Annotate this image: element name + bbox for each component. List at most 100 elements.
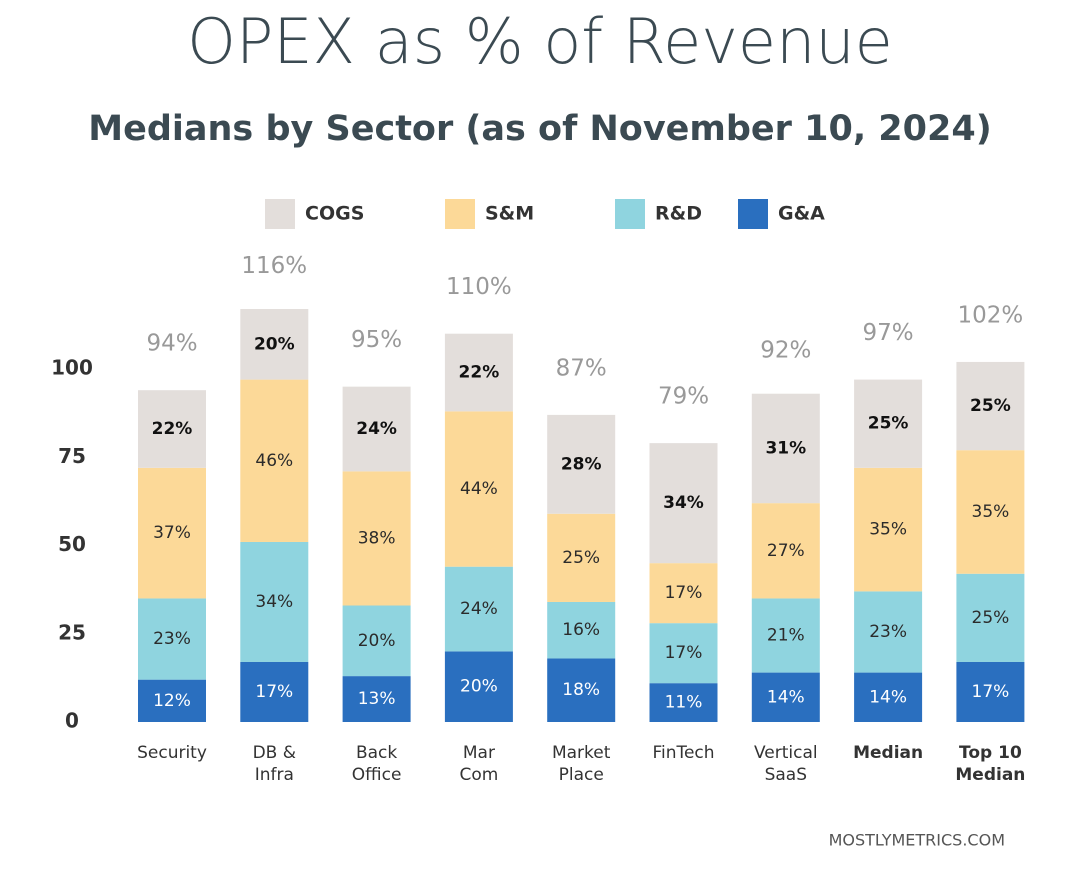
value-label: 11%	[665, 693, 703, 713]
y-tick-label: 50	[58, 532, 86, 556]
value-label: 17%	[255, 682, 293, 702]
total-label: 87%	[556, 355, 607, 381]
value-label: 18%	[562, 680, 600, 700]
bar-segment	[138, 598, 206, 680]
chart-title: OPEX as % of Revenue	[187, 5, 893, 78]
bar-segment	[956, 661, 1025, 722]
bar-segment	[547, 513, 616, 602]
y-tick-label: 100	[51, 356, 93, 380]
bar-segment	[649, 443, 718, 564]
chart-subtitle: Medians by Sector (as of November 10, 20…	[88, 109, 991, 149]
bar-segment	[342, 386, 411, 472]
value-label: 14%	[767, 687, 805, 707]
value-label: 17%	[972, 682, 1010, 702]
y-tick-label: 25	[58, 620, 86, 644]
value-label: 23%	[869, 622, 907, 642]
bar-segment	[240, 661, 309, 722]
bar-segment	[138, 679, 206, 722]
total-label: 79%	[658, 384, 709, 410]
x-tick-label: FinTech	[652, 743, 714, 763]
bar-segment	[444, 411, 513, 567]
bar-segment	[854, 672, 923, 722]
bar-segment	[751, 672, 820, 722]
bar-segment	[240, 541, 309, 662]
value-label: 17%	[665, 643, 703, 663]
bar-segment	[342, 471, 411, 606]
value-label: 24%	[356, 419, 397, 439]
x-tick-label: Mar	[463, 743, 495, 763]
legend-swatch	[445, 199, 475, 229]
bar-segment	[956, 450, 1025, 574]
total-label: 94%	[146, 331, 197, 357]
x-tick-label: Place	[559, 765, 604, 785]
value-label: 24%	[460, 599, 498, 619]
bar-segment	[444, 651, 513, 722]
value-label: 22%	[152, 419, 193, 439]
value-label: 44%	[460, 479, 498, 499]
value-label: 38%	[358, 528, 396, 548]
value-label: 37%	[153, 523, 191, 543]
bar-segment	[444, 333, 513, 412]
x-tick-label: SaaS	[765, 765, 807, 785]
value-label: 25%	[562, 548, 600, 568]
y-tick-label: 0	[65, 709, 79, 733]
bar-segment	[649, 623, 718, 684]
bar-segment	[854, 591, 923, 673]
y-tick-label: 75	[58, 444, 86, 468]
legend-swatch	[265, 199, 295, 229]
total-label: 110%	[446, 274, 512, 300]
total-label: 97%	[863, 320, 914, 346]
bar-segment	[854, 379, 923, 468]
value-label: 13%	[358, 689, 396, 709]
x-tick-label: Top 10	[959, 743, 1022, 763]
total-label: 116%	[241, 253, 307, 279]
bar-segment	[240, 308, 309, 380]
total-label: 102%	[958, 302, 1024, 328]
value-label: 34%	[663, 493, 704, 513]
value-label: 31%	[765, 438, 806, 458]
bar-segment	[342, 676, 411, 722]
bar-segment	[138, 390, 206, 468]
bar-segment	[444, 566, 513, 652]
bar-segment	[649, 563, 718, 624]
value-label: 12%	[153, 691, 191, 711]
source: MOSTLYMETRICS.COM	[829, 831, 1005, 850]
value-label: 20%	[460, 677, 498, 697]
value-label: 22%	[459, 363, 500, 383]
value-label: 20%	[254, 334, 295, 354]
x-tick-label: Vertical	[754, 743, 818, 763]
total-label: 92%	[760, 338, 811, 364]
legend-swatch	[738, 199, 768, 229]
bar-segment	[751, 598, 820, 673]
bar-segment	[751, 393, 820, 504]
x-tick-label: Back	[356, 743, 397, 763]
bar-segment	[547, 414, 616, 514]
x-tick-label: Security	[137, 743, 207, 763]
legend-label: G&A	[778, 203, 825, 225]
value-label: 35%	[972, 502, 1010, 522]
value-label: 23%	[153, 629, 191, 649]
value-label: 35%	[869, 520, 907, 540]
bar-segment	[342, 605, 411, 677]
value-label: 34%	[255, 592, 293, 612]
value-label: 28%	[561, 454, 602, 474]
bar-segment	[956, 361, 1025, 451]
value-label: 25%	[970, 396, 1011, 416]
legend-label: R&D	[655, 203, 702, 225]
bar-segment	[649, 683, 718, 722]
value-label: 16%	[562, 620, 600, 640]
bar-segment	[547, 601, 616, 659]
legend-swatch	[615, 199, 645, 229]
value-label: 27%	[767, 541, 805, 561]
x-tick-label: Median	[853, 743, 923, 763]
x-tick-label: Office	[352, 765, 402, 785]
x-tick-label: Market	[552, 743, 611, 763]
value-label: 17%	[665, 583, 703, 603]
x-tick-label: Infra	[255, 765, 294, 785]
total-label: 95%	[351, 327, 402, 353]
bar-segment	[751, 503, 820, 599]
x-tick-label: Com	[459, 765, 498, 785]
value-label: 21%	[767, 626, 805, 646]
